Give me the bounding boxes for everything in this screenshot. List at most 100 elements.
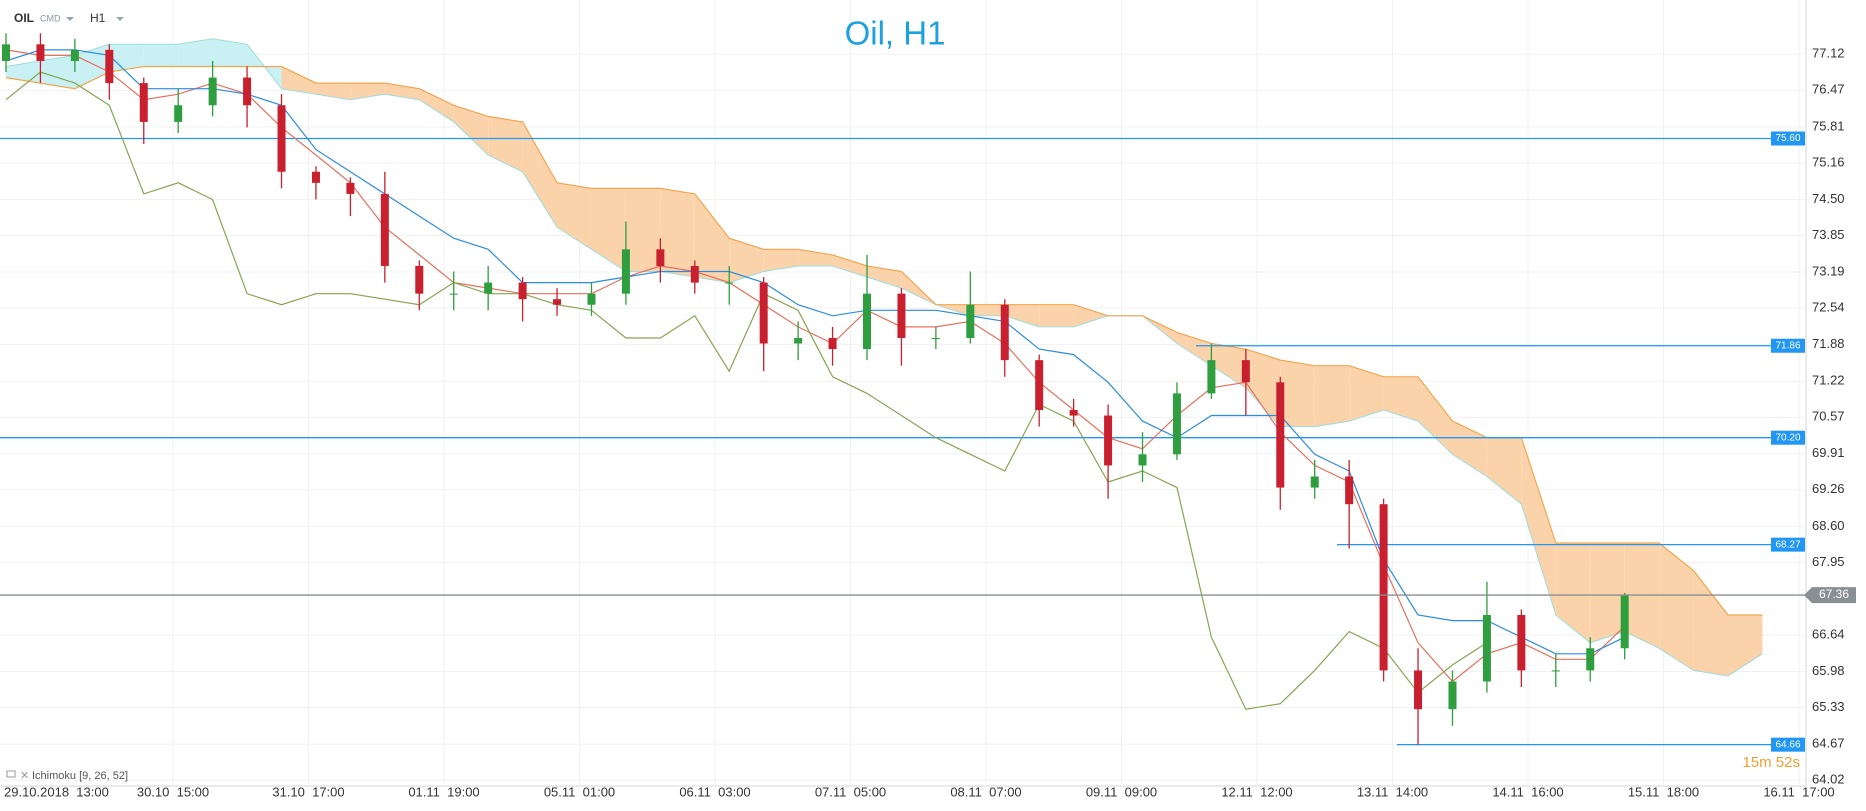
candle-body [70, 49, 79, 61]
candle-body [794, 337, 803, 344]
cloud-segment [1659, 542, 1694, 671]
cloud-segment [970, 304, 1005, 316]
x-tick-label: 29.10.2018 13:00 [4, 784, 109, 799]
candle-body [1035, 360, 1044, 411]
candle-body [1138, 454, 1147, 466]
chart-title: Oil, H1 [845, 15, 946, 52]
cloud-segment [694, 193, 730, 283]
y-tick-label: 70.57 [1812, 409, 1845, 424]
candle-body [1586, 648, 1595, 671]
cloud-segment [1418, 376, 1453, 455]
x-tick-label: 08.11 07:00 [950, 784, 1021, 799]
level-label: 68.27 [1775, 539, 1800, 550]
candle-body [380, 193, 389, 266]
x-tick-label: 12.11 12:00 [1221, 784, 1292, 799]
y-tick-label: 69.26 [1812, 481, 1845, 496]
candle-body [2, 44, 10, 61]
dropdown-arrow[interactable] [66, 17, 74, 21]
candle-body [1517, 615, 1526, 671]
dropdown-arrow[interactable] [116, 17, 124, 21]
y-tick-label: 66.64 [1812, 626, 1845, 641]
y-tick-label: 75.81 [1812, 118, 1845, 133]
candle-body [1172, 393, 1181, 455]
cloud-segment [1452, 421, 1487, 477]
candle-body [1310, 476, 1319, 488]
candle-body [346, 182, 355, 194]
candle-body [863, 293, 871, 350]
candle-body [1207, 360, 1216, 394]
y-tick-label: 73.85 [1812, 227, 1845, 242]
cloud-segment [1349, 365, 1384, 422]
level-label: 64.66 [1775, 739, 1800, 750]
x-tick-label: 30.10 15:00 [137, 784, 209, 799]
cloud-segment [1590, 542, 1625, 643]
level-label-box [1771, 537, 1805, 552]
candle-body [1620, 595, 1629, 649]
cloud-segment [1073, 304, 1109, 327]
candle-body [1241, 360, 1250, 383]
cloud-segment [1555, 542, 1591, 643]
cloud-segment [867, 265, 902, 289]
cloud-segment [350, 83, 385, 100]
candle-body [828, 337, 837, 350]
candle-body [759, 282, 768, 344]
cloud-segment [453, 105, 489, 156]
cloud-segment [384, 83, 420, 100]
y-tick-label: 72.54 [1812, 299, 1845, 314]
candle-body [897, 293, 906, 338]
indicator-line [5, 49, 1626, 683]
x-tick-label: 14.11 16:00 [1492, 784, 1563, 799]
cloud-segment [419, 88, 454, 122]
candle-body [587, 293, 596, 305]
close-icon[interactable]: ✕ [20, 770, 29, 782]
y-tick-label: 76.47 [1812, 82, 1845, 97]
indicator-icon[interactable] [6, 770, 16, 778]
span-b-line [5, 65, 1763, 616]
y-tick-label: 69.91 [1812, 445, 1845, 460]
candle-body [415, 265, 424, 294]
x-tick-label: 09.11 09:00 [1086, 784, 1157, 799]
x-tick-label: 31.10 17:00 [272, 784, 344, 799]
group[interactable]: CMD [40, 13, 61, 23]
candle-body [208, 77, 217, 106]
candle-body [966, 304, 975, 338]
candle-body [174, 105, 183, 122]
level-label: 75.60 [1775, 133, 1800, 144]
current-price-label: 67.36 [1819, 587, 1849, 601]
level-label-box [1771, 338, 1805, 353]
cloud-segment [729, 238, 764, 283]
candle-body [690, 265, 699, 283]
cloud-segment [1383, 376, 1419, 422]
candle-body [553, 299, 562, 305]
y-tick-label: 65.98 [1812, 663, 1845, 678]
cloud-segment [763, 249, 799, 272]
candle-body [518, 282, 527, 300]
indicator-line [5, 71, 1488, 710]
candle-body [1482, 615, 1491, 682]
countdown: 15m 52s [1742, 754, 1800, 771]
x-tick-label: 06.11 03:00 [679, 784, 750, 799]
cloud-segment [1245, 349, 1281, 427]
cloud-segment [1521, 437, 1556, 616]
cloud-segment [6, 60, 41, 84]
cloud-segment [315, 83, 351, 100]
y-tick-label: 71.22 [1812, 373, 1845, 388]
cloud-segment [522, 121, 558, 228]
candle-body [484, 282, 493, 294]
y-tick-label: 64.67 [1812, 736, 1845, 751]
candle-body [656, 249, 665, 266]
candle-body [277, 105, 286, 172]
cloud-segment [488, 116, 523, 172]
candle-body [243, 77, 252, 106]
cloud-segment [557, 182, 592, 250]
y-tick-label: 71.88 [1812, 336, 1845, 351]
y-tick-label: 74.50 [1812, 191, 1845, 206]
symbol[interactable]: OIL [14, 11, 34, 25]
cloud-segment [1176, 332, 1212, 366]
cloud-segment [1693, 570, 1728, 676]
level-label-box [1771, 737, 1805, 752]
span-a-line [5, 38, 1763, 677]
timeframe[interactable]: H1 [90, 11, 106, 25]
